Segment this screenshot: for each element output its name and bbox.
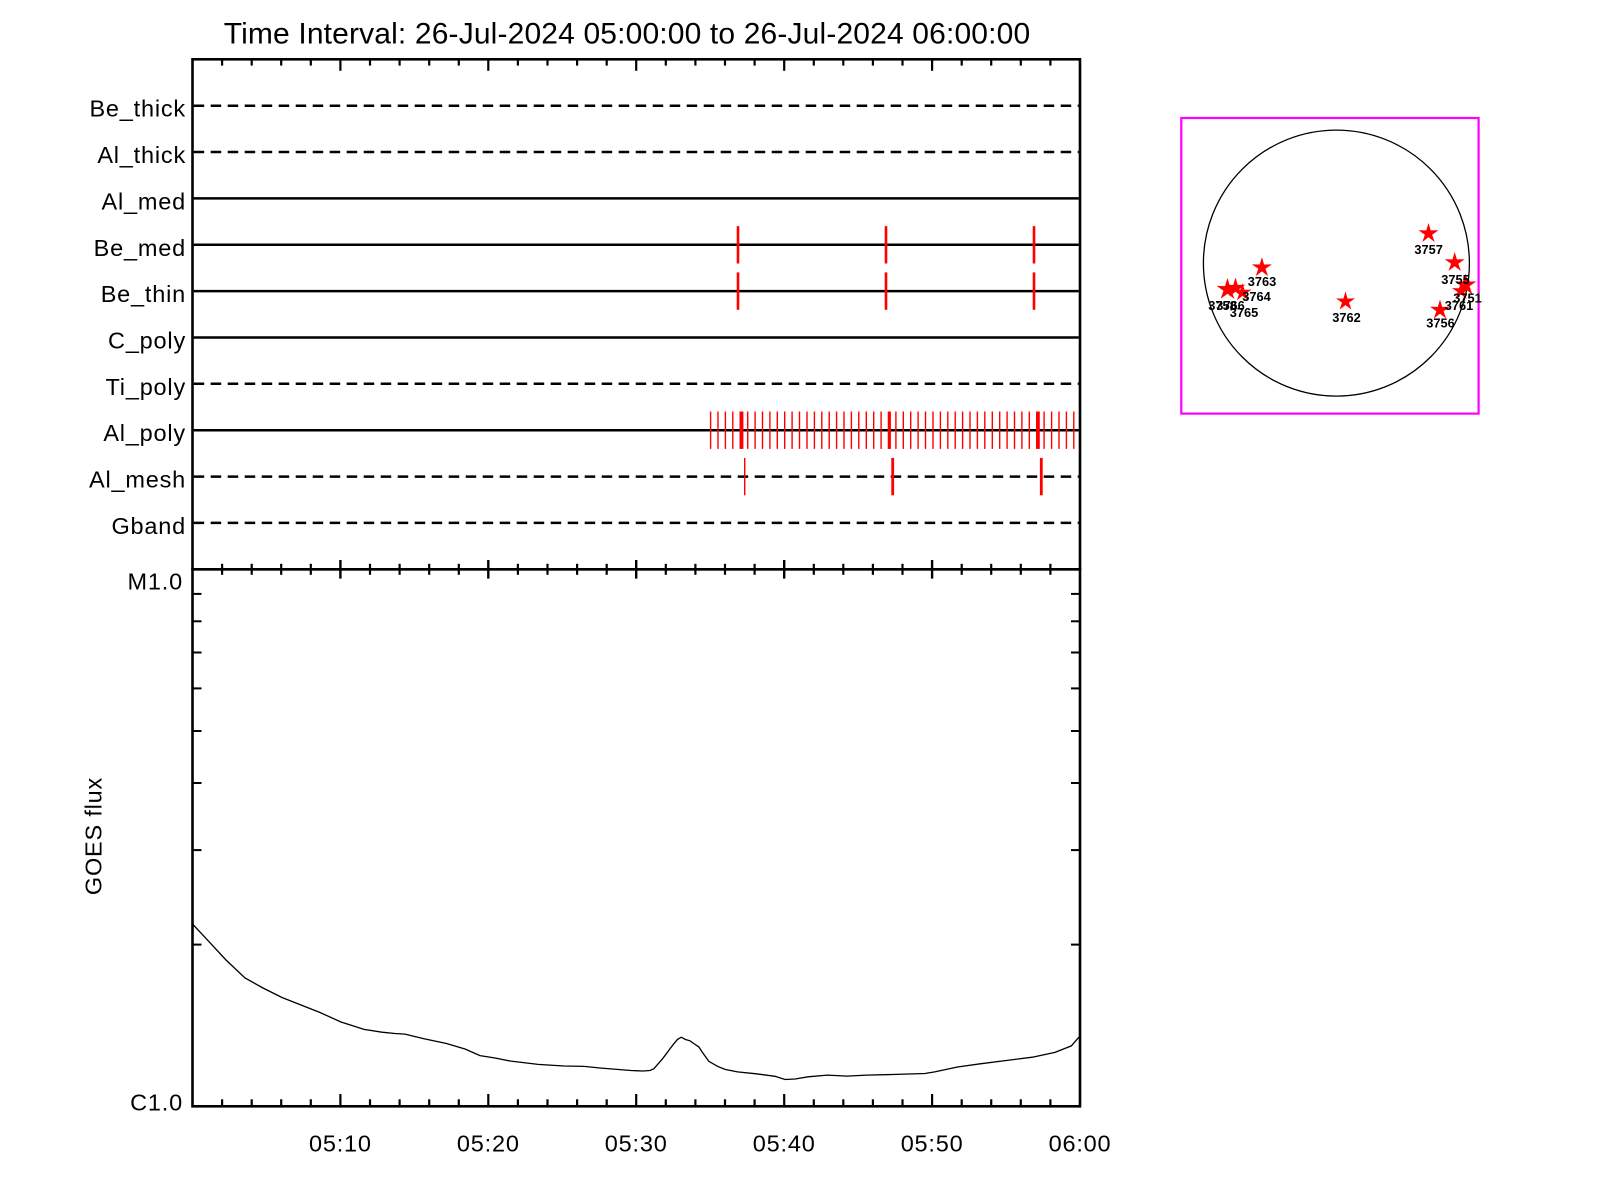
svg-text:Be_thick: Be_thick	[89, 96, 186, 122]
svg-text:Al_thick: Al_thick	[97, 142, 186, 168]
svg-text:05:50: 05:50	[901, 1131, 964, 1157]
svg-text:Al_poly: Al_poly	[103, 420, 186, 446]
svg-text:3762: 3762	[1332, 310, 1360, 325]
svg-text:C_poly: C_poly	[108, 328, 186, 354]
svg-text:3751: 3751	[1453, 291, 1481, 306]
svg-text:Ti_poly: Ti_poly	[106, 374, 186, 400]
svg-text:Al_med: Al_med	[102, 188, 186, 214]
svg-text:3758: 3758	[1208, 298, 1236, 313]
svg-text:Time Interval: 26-Jul-2024 05:: Time Interval: 26-Jul-2024 05:00:00 to 2…	[224, 17, 1031, 50]
svg-text:3755: 3755	[1441, 272, 1469, 287]
svg-text:M1.0: M1.0	[128, 569, 183, 595]
svg-text:GOES flux: GOES flux	[81, 777, 107, 895]
svg-text:06:00: 06:00	[1049, 1131, 1112, 1157]
svg-text:3763: 3763	[1248, 274, 1276, 289]
svg-text:Al_mesh: Al_mesh	[89, 467, 186, 493]
svg-text:Gband: Gband	[111, 513, 186, 539]
svg-text:3764: 3764	[1242, 289, 1271, 304]
svg-text:05:10: 05:10	[309, 1131, 372, 1157]
svg-text:3757: 3757	[1414, 242, 1442, 257]
svg-text:3765: 3765	[1230, 305, 1258, 320]
svg-text:3756: 3756	[1426, 316, 1454, 331]
svg-text:3761: 3761	[1445, 298, 1473, 313]
svg-text:05:30: 05:30	[605, 1131, 668, 1157]
svg-text:05:40: 05:40	[753, 1131, 816, 1157]
svg-text:Be_thin: Be_thin	[101, 281, 186, 307]
svg-text:3766: 3766	[1216, 298, 1244, 313]
svg-text:C1.0: C1.0	[130, 1090, 183, 1116]
svg-text:Be_med: Be_med	[94, 235, 186, 261]
svg-text:05:20: 05:20	[457, 1131, 520, 1157]
